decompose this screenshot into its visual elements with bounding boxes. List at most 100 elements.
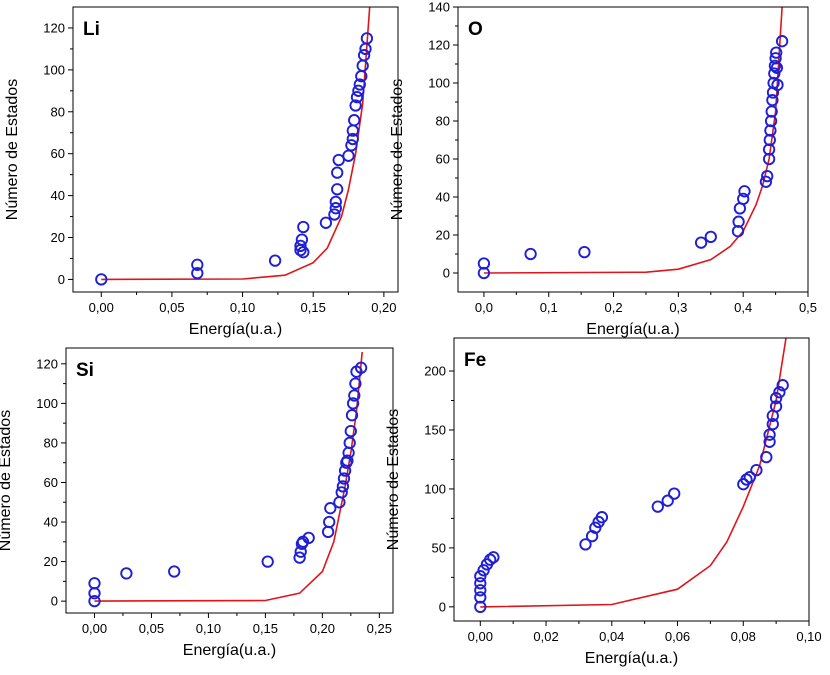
data-point xyxy=(776,379,789,392)
data-point xyxy=(319,216,333,229)
data-point xyxy=(268,254,282,267)
y-tick-label: 120 xyxy=(428,38,450,53)
data-point xyxy=(766,93,779,107)
y-axis-label: Número de Estados xyxy=(4,79,21,220)
data-point xyxy=(88,594,101,608)
data-point xyxy=(765,105,778,118)
y-tick-label: 100 xyxy=(36,396,58,411)
data-point xyxy=(354,361,368,374)
data-point xyxy=(344,424,357,438)
data-point xyxy=(336,480,350,493)
x-tick-label: 0,00 xyxy=(82,621,107,636)
data-point xyxy=(352,84,365,97)
data-point xyxy=(477,564,490,577)
x-axis-label: Energía(u.a.) xyxy=(586,321,679,338)
y-tick-label: 0 xyxy=(51,594,58,609)
data-point xyxy=(668,487,681,500)
data-point xyxy=(261,555,274,568)
y-tick-label: 60 xyxy=(44,475,58,490)
x-tick-label: 0,10 xyxy=(230,300,255,315)
data-point xyxy=(323,515,336,529)
data-point xyxy=(474,577,487,590)
x-tick-label: 0,4 xyxy=(734,300,752,315)
data-point xyxy=(474,584,487,597)
x-tick-label: 0,0 xyxy=(475,300,493,315)
x-tick-label: 0,2 xyxy=(605,300,623,315)
y-tick-label: 60 xyxy=(51,146,65,161)
data-point xyxy=(737,192,750,206)
y-tick-label: 120 xyxy=(36,356,58,371)
data-point xyxy=(579,538,592,551)
x-axis-label: Energía(u.a.) xyxy=(189,321,282,338)
data-point xyxy=(348,114,361,127)
data-point xyxy=(321,525,335,539)
chart-panel-li: 0,00 0,05 0,10 0,15 0,20 0 20 40 60 80 100 120 Li Ene… xyxy=(4,6,399,338)
data-point xyxy=(487,551,500,564)
data-point xyxy=(524,247,537,261)
data-point xyxy=(770,46,783,59)
data-point xyxy=(750,463,763,477)
x-tick-label: 0,5 xyxy=(799,300,817,315)
data-point xyxy=(768,67,781,80)
data-point xyxy=(342,149,355,162)
data-point xyxy=(88,577,101,590)
data-point xyxy=(771,78,784,92)
data-point xyxy=(191,266,204,280)
x-tick-label: 0,20 xyxy=(310,621,335,636)
x-tick-label: 0,04 xyxy=(599,629,624,644)
data-point xyxy=(328,208,341,221)
y-tick-label: 120 xyxy=(43,20,65,35)
y-axis-label: Número de Estados xyxy=(0,410,14,551)
data-point xyxy=(293,551,306,564)
data-point xyxy=(294,239,307,253)
panel-title: Li xyxy=(83,19,100,40)
y-tick-label: 150 xyxy=(424,422,446,437)
data-point xyxy=(477,257,491,270)
x-tick-label: 0,02 xyxy=(533,629,558,644)
chart-panel-si: 0,00 0,05 0,10 0,15 0,20 0,25 0 20 40 60 80 100 120 S… xyxy=(0,347,394,659)
y-tick-label: 100 xyxy=(43,62,65,77)
panel-title: Si xyxy=(76,360,94,381)
x-axis-label: Energía(u.a.) xyxy=(585,650,678,667)
x-tick-label: 0,08 xyxy=(731,629,756,644)
data-point xyxy=(350,90,364,104)
data-point xyxy=(769,391,783,405)
data-point xyxy=(578,245,591,259)
plot-frame xyxy=(65,347,394,614)
data-point xyxy=(95,273,108,286)
data-point xyxy=(766,417,779,431)
data-point xyxy=(297,246,310,259)
data-point xyxy=(651,500,664,513)
y-tick-label: 0 xyxy=(58,272,65,287)
data-point xyxy=(360,32,374,45)
data-point xyxy=(353,78,366,91)
plot-frame xyxy=(72,6,399,293)
data-point xyxy=(333,496,346,509)
data-point xyxy=(168,565,181,578)
data-point xyxy=(474,591,487,604)
data-point xyxy=(704,230,717,244)
data-point xyxy=(763,435,776,448)
data-point xyxy=(732,215,745,228)
data-point xyxy=(332,153,345,167)
chart-panel-o: 0,0 0,1 0,2 0,3 0,4 0,5 0 20 40 60 80 100 120 140 O Ene… xyxy=(389,0,817,338)
y-tick-label: 80 xyxy=(44,435,58,450)
data-point xyxy=(595,511,609,524)
data-point xyxy=(773,386,786,399)
y-axis-label: Número de Estados xyxy=(389,79,406,220)
data-point xyxy=(770,61,784,74)
y-tick-label: 40 xyxy=(44,515,58,530)
chart-panel-fe: 0,00 0,02 0,04 0,06 0,08 0,10 0 50 100 150 200 Fe En… xyxy=(385,337,822,667)
x-tick-label: 0,10 xyxy=(196,621,221,636)
fit-curve xyxy=(483,7,783,274)
x-tick-label: 0,25 xyxy=(367,621,392,636)
data-point xyxy=(775,35,789,48)
panel-title: O xyxy=(468,19,483,40)
data-point xyxy=(349,99,362,112)
data-point xyxy=(763,428,776,441)
data-point xyxy=(345,409,359,422)
fit-curve xyxy=(480,338,787,608)
x-tick-label: 0,05 xyxy=(159,300,184,315)
y-tick-label: 20 xyxy=(436,228,450,243)
data-point xyxy=(356,59,369,72)
